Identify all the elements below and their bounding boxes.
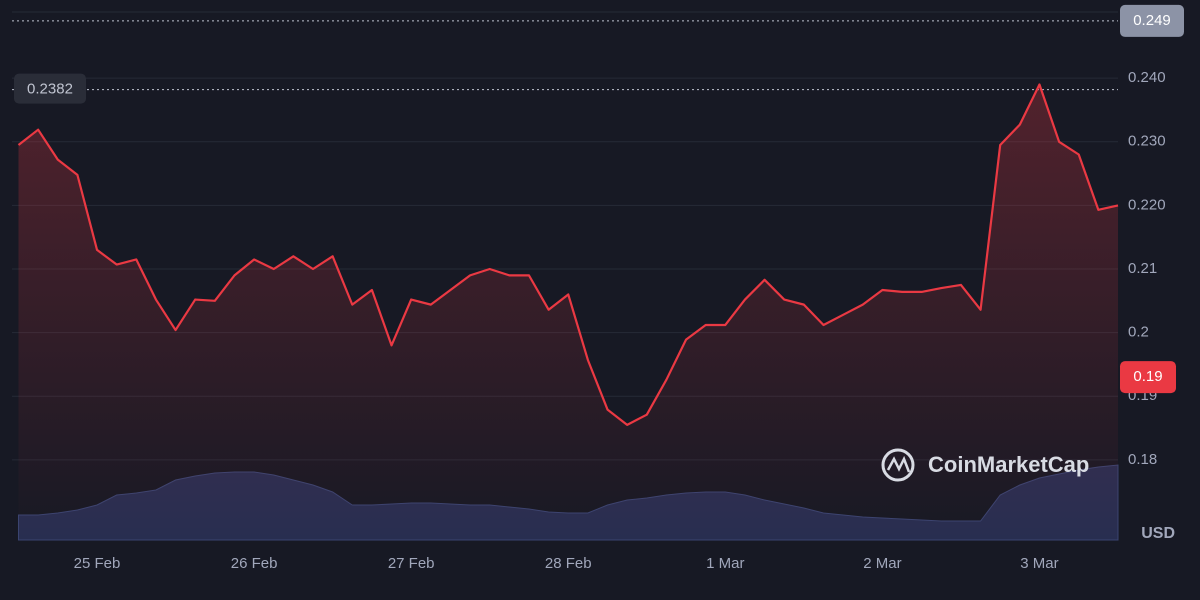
x-tick-label: 3 Mar: [1020, 555, 1058, 572]
x-tick-label: 28 Feb: [545, 555, 592, 572]
watermark-logo: [881, 448, 915, 482]
x-tick-label: 27 Feb: [388, 555, 435, 572]
y-tick-label: 0.2: [1128, 324, 1149, 341]
price-area: [18, 84, 1118, 541]
current-price-badge: [1120, 361, 1176, 394]
high-badge: [1120, 4, 1184, 37]
x-tick-label: 2 Mar: [863, 555, 901, 572]
y-tick-label: 0.230: [1128, 133, 1166, 150]
high-badge-label: 0.249: [1133, 12, 1171, 29]
reference-badge-label: 0.2382: [27, 81, 73, 98]
y-tick-label: 0.220: [1128, 196, 1166, 213]
watermark: CoinMarketCap: [928, 452, 1089, 477]
y-tick-label: 0.18: [1128, 451, 1157, 468]
y-tick-label: 0.240: [1128, 69, 1166, 86]
watermark-logo-mark: [886, 455, 911, 473]
reference-badge: [14, 73, 86, 104]
price-line: [17, 83, 1119, 426]
currency-label: USD: [1141, 525, 1175, 542]
current-price-label: 0.19: [1133, 368, 1162, 385]
y-tick-label: 0.21: [1128, 260, 1157, 277]
x-tick-label: 26 Feb: [231, 555, 278, 572]
x-tick-label: 1 Mar: [706, 555, 744, 572]
x-tick-label: 25 Feb: [74, 555, 121, 572]
